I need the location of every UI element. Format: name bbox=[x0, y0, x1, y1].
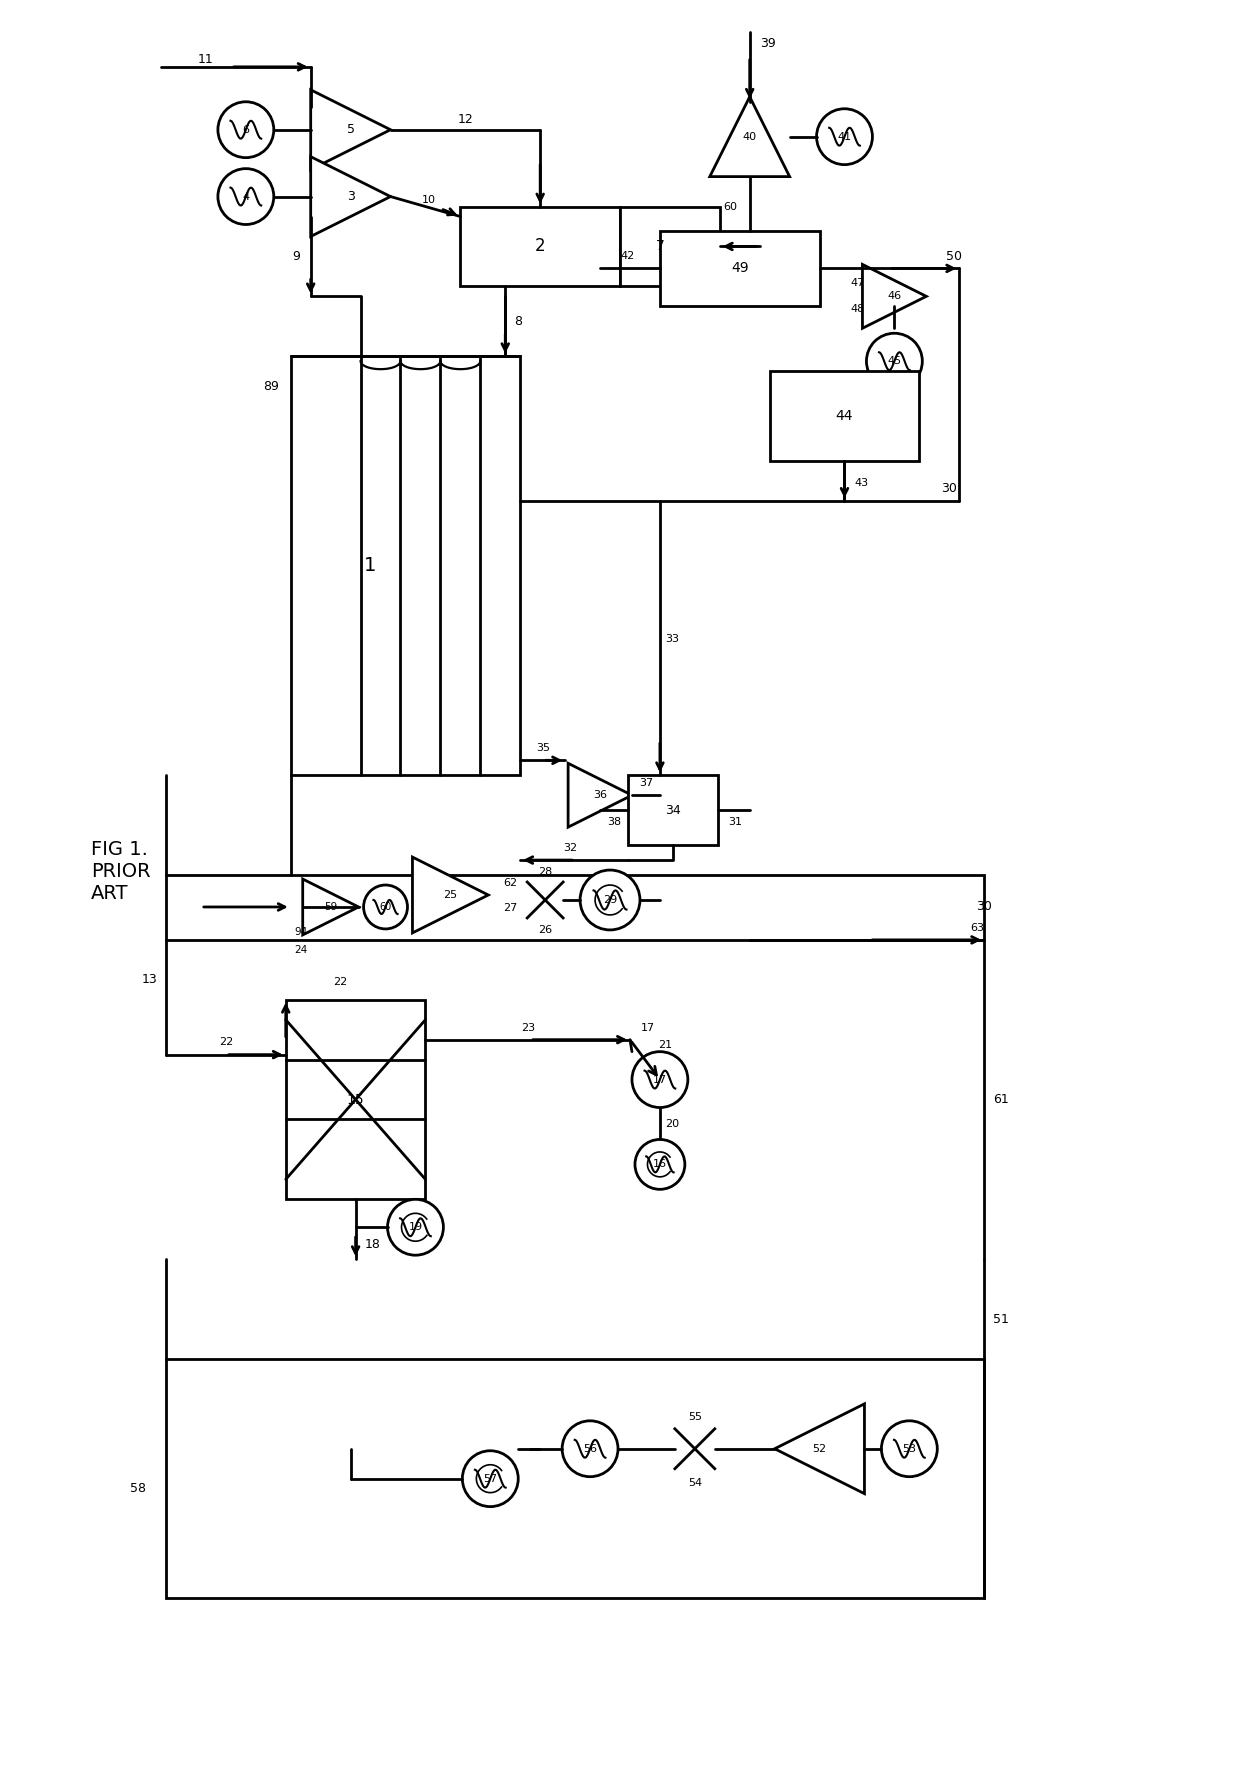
Text: 11: 11 bbox=[198, 54, 213, 66]
Text: 24: 24 bbox=[294, 945, 308, 956]
Text: 25: 25 bbox=[444, 889, 458, 900]
Text: 57: 57 bbox=[484, 1473, 497, 1484]
Text: 60: 60 bbox=[379, 902, 392, 913]
Text: 94: 94 bbox=[294, 927, 308, 938]
Text: 33: 33 bbox=[665, 634, 678, 643]
Text: 40: 40 bbox=[743, 132, 756, 141]
Polygon shape bbox=[303, 879, 358, 934]
Circle shape bbox=[580, 870, 640, 931]
Text: 9: 9 bbox=[291, 250, 300, 263]
Text: 63: 63 bbox=[970, 923, 985, 932]
Text: 30: 30 bbox=[976, 900, 992, 913]
Text: 27: 27 bbox=[503, 904, 517, 913]
Text: 1: 1 bbox=[365, 555, 377, 575]
Bar bbox=[627, 775, 718, 845]
Circle shape bbox=[363, 886, 408, 929]
Text: 41: 41 bbox=[837, 132, 852, 141]
Bar bbox=[166, 1359, 985, 1598]
Polygon shape bbox=[775, 1404, 864, 1493]
Circle shape bbox=[867, 334, 923, 389]
Text: 43: 43 bbox=[854, 479, 868, 488]
Text: 45: 45 bbox=[888, 355, 901, 366]
Polygon shape bbox=[413, 857, 489, 932]
Text: 55: 55 bbox=[688, 1411, 702, 1422]
Text: 89: 89 bbox=[263, 380, 279, 393]
Bar bbox=[460, 207, 620, 286]
Text: 42: 42 bbox=[621, 252, 635, 261]
Bar bbox=[285, 1000, 425, 1200]
Text: 34: 34 bbox=[665, 804, 681, 816]
Text: 35: 35 bbox=[536, 743, 551, 754]
Text: 28: 28 bbox=[538, 866, 552, 877]
Text: 51: 51 bbox=[993, 1313, 1009, 1325]
Text: 60: 60 bbox=[723, 202, 737, 211]
Circle shape bbox=[882, 1422, 937, 1477]
Text: 49: 49 bbox=[730, 261, 749, 275]
Text: 16: 16 bbox=[653, 1159, 667, 1170]
Text: 13: 13 bbox=[141, 973, 157, 986]
Text: 50: 50 bbox=[946, 250, 962, 263]
Text: 46: 46 bbox=[888, 291, 901, 302]
Text: 20: 20 bbox=[665, 1120, 680, 1129]
Text: 18: 18 bbox=[365, 1238, 381, 1250]
Text: 22: 22 bbox=[218, 1036, 233, 1047]
Text: 32: 32 bbox=[563, 843, 577, 854]
Text: FIG 1.
PRIOR
ART: FIG 1. PRIOR ART bbox=[92, 839, 151, 904]
Text: 39: 39 bbox=[760, 38, 775, 50]
Text: 2: 2 bbox=[534, 238, 546, 255]
Circle shape bbox=[817, 109, 873, 164]
Bar bbox=[166, 875, 985, 939]
Polygon shape bbox=[863, 264, 926, 329]
Text: 10: 10 bbox=[422, 195, 435, 205]
Text: 54: 54 bbox=[688, 1477, 702, 1488]
Bar bbox=[660, 232, 820, 307]
Circle shape bbox=[463, 1450, 518, 1507]
Text: 58: 58 bbox=[130, 1482, 146, 1495]
Text: 30: 30 bbox=[941, 482, 957, 495]
Text: 4: 4 bbox=[242, 191, 249, 202]
Circle shape bbox=[635, 1139, 684, 1189]
Text: 56: 56 bbox=[583, 1443, 598, 1454]
Text: 31: 31 bbox=[728, 818, 742, 827]
Bar bbox=[620, 207, 719, 286]
Text: 52: 52 bbox=[812, 1443, 827, 1454]
Text: 23: 23 bbox=[521, 1023, 536, 1032]
Text: 15: 15 bbox=[347, 1093, 365, 1107]
Text: 5: 5 bbox=[347, 123, 355, 136]
Text: 8: 8 bbox=[515, 314, 522, 329]
Text: 7: 7 bbox=[656, 239, 665, 254]
Circle shape bbox=[218, 168, 274, 225]
Circle shape bbox=[632, 1052, 688, 1107]
Text: 53: 53 bbox=[903, 1443, 916, 1454]
Bar bbox=[770, 371, 919, 461]
Text: 6: 6 bbox=[242, 125, 249, 134]
Text: 36: 36 bbox=[593, 789, 608, 800]
Text: 21: 21 bbox=[658, 1039, 672, 1050]
Bar bbox=[290, 355, 521, 775]
Text: 61: 61 bbox=[993, 1093, 1009, 1106]
Circle shape bbox=[388, 1200, 444, 1256]
Text: 19: 19 bbox=[408, 1222, 423, 1232]
Text: 48: 48 bbox=[851, 304, 864, 314]
Text: 47: 47 bbox=[851, 279, 864, 288]
Text: 37: 37 bbox=[639, 779, 653, 788]
Text: 59: 59 bbox=[324, 902, 337, 913]
Polygon shape bbox=[311, 157, 391, 236]
Text: 26: 26 bbox=[538, 925, 552, 934]
Circle shape bbox=[562, 1422, 618, 1477]
Text: 62: 62 bbox=[503, 879, 517, 888]
Circle shape bbox=[218, 102, 274, 157]
Text: 38: 38 bbox=[606, 818, 621, 827]
Text: 3: 3 bbox=[347, 189, 355, 204]
Text: 12: 12 bbox=[458, 113, 474, 127]
Polygon shape bbox=[709, 96, 790, 177]
Text: 17: 17 bbox=[652, 1075, 667, 1084]
Text: 22: 22 bbox=[334, 977, 347, 988]
Text: 17: 17 bbox=[641, 1023, 655, 1032]
Polygon shape bbox=[568, 763, 632, 827]
Text: 29: 29 bbox=[603, 895, 618, 906]
Text: 44: 44 bbox=[836, 409, 853, 423]
Polygon shape bbox=[311, 89, 391, 170]
